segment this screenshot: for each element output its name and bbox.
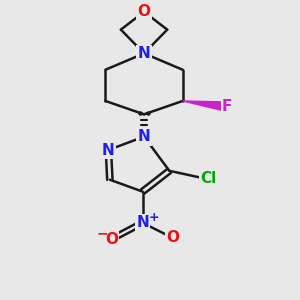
Text: −: − (97, 226, 108, 240)
Text: O: O (105, 232, 118, 247)
Text: Cl: Cl (200, 171, 216, 186)
Text: O: O (138, 4, 151, 19)
Text: N: N (136, 215, 149, 230)
Polygon shape (183, 101, 222, 110)
Text: O: O (166, 230, 179, 245)
Text: N: N (138, 129, 150, 144)
Text: N: N (102, 142, 115, 158)
Text: N: N (138, 46, 150, 61)
Text: +: + (148, 211, 159, 224)
Text: F: F (221, 98, 232, 113)
